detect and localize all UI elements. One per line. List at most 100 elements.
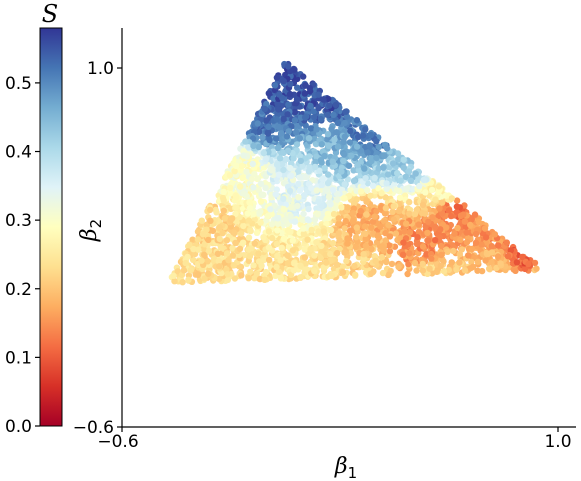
scatter-point — [204, 258, 211, 265]
scatter-point — [182, 259, 189, 267]
scatter-point — [320, 96, 327, 103]
x-axis-label-subscript: 1 — [348, 464, 358, 481]
scatter-point — [377, 204, 385, 211]
scatter-point — [400, 164, 407, 171]
scatter-point — [205, 270, 212, 277]
scatter-point — [432, 237, 439, 244]
scatter-point — [302, 173, 310, 181]
scatter-point — [324, 210, 331, 218]
scatter-point — [238, 162, 246, 170]
scatter-point — [250, 211, 257, 218]
scatter-point — [364, 149, 371, 156]
scatter-point — [304, 216, 311, 223]
scatter-point — [224, 271, 231, 278]
scatter-point — [353, 117, 361, 124]
scatter-point — [318, 181, 325, 189]
scatter-point — [198, 217, 205, 224]
scatter-point — [454, 224, 461, 232]
scatter-point — [336, 237, 343, 244]
scatter-point — [411, 210, 419, 218]
scatter-point — [273, 161, 281, 168]
scatter-point — [352, 243, 359, 251]
scatter-point — [245, 234, 253, 241]
scatter-point — [273, 263, 280, 271]
scatter-point — [405, 168, 413, 175]
scatter-point — [443, 224, 450, 231]
scatter-point — [394, 170, 401, 177]
scatter-point — [339, 263, 347, 270]
x-axis-ticks: −0.6 1.0 — [97, 427, 572, 452]
scatter-point — [350, 167, 357, 174]
scatter-point — [294, 84, 301, 91]
scatter-point — [315, 91, 322, 98]
scatter-point — [310, 108, 317, 115]
scatter-point — [308, 226, 315, 234]
scatter-point — [194, 236, 202, 243]
scatter-point — [275, 106, 282, 113]
scatter-point — [253, 270, 260, 277]
scatter-point — [273, 74, 281, 81]
scatter-point — [284, 147, 292, 154]
y-axis-label-subscript: 2 — [87, 219, 105, 229]
scatter-point — [360, 251, 367, 258]
scatter-point — [369, 182, 377, 189]
y-axis-label-symbol: β — [77, 228, 102, 242]
scatter-point — [436, 205, 443, 212]
scatter-point — [216, 263, 223, 270]
scatter-point — [180, 267, 188, 274]
scatter-point — [364, 180, 371, 187]
scatter-point — [294, 168, 302, 176]
scatter-point — [341, 225, 348, 232]
scatter-point — [348, 152, 355, 159]
scatter-point — [362, 230, 369, 237]
scatter-point — [297, 157, 304, 165]
scatter-point — [438, 242, 445, 250]
x-axis-tick-label: 1.0 — [544, 432, 571, 452]
scatter-point — [512, 267, 519, 274]
scatter-point — [255, 143, 262, 151]
scatter-point — [278, 130, 285, 137]
scatter-point — [246, 253, 254, 260]
scatter-point — [374, 232, 382, 239]
scatter-point — [383, 258, 390, 266]
scatter-point — [338, 204, 345, 211]
scatter-point — [329, 239, 337, 247]
scatter-point — [390, 180, 398, 188]
scatter-point — [350, 200, 358, 207]
scatter-point — [362, 175, 369, 182]
colorbar-title: S — [42, 0, 58, 28]
scatter-point — [400, 156, 407, 163]
scatter-point — [316, 167, 323, 174]
scatter-point — [303, 266, 310, 273]
scatter-point — [311, 252, 318, 259]
scatter-point — [488, 249, 496, 256]
scatter-point — [383, 145, 391, 152]
scatter-point — [326, 102, 333, 109]
scatter-point — [371, 213, 378, 220]
scatter-point — [243, 168, 250, 175]
scatter-point — [174, 268, 181, 275]
scatter-point — [247, 227, 254, 235]
scatter-point — [302, 82, 309, 89]
scatter-point — [170, 272, 177, 279]
scatter-point — [363, 211, 370, 218]
scatter-point — [405, 260, 412, 268]
scatter-point — [280, 235, 288, 242]
scatter-point — [429, 214, 436, 221]
scatter-point — [325, 142, 332, 149]
scatter-point — [311, 163, 319, 171]
scatter-point — [220, 207, 227, 214]
scatter-point — [363, 187, 371, 194]
scatter-point — [312, 158, 319, 166]
scatter-point — [325, 95, 332, 103]
scatter-point — [383, 185, 390, 193]
scatter-point — [291, 108, 299, 116]
scatter-point — [264, 130, 272, 137]
scatter-point — [232, 239, 239, 247]
scatter-point — [279, 161, 286, 168]
scatter-point — [347, 127, 354, 135]
scatter-point — [206, 206, 214, 214]
scatter-point — [321, 152, 328, 160]
scatter-point — [486, 265, 493, 272]
scatter-point — [286, 187, 294, 195]
